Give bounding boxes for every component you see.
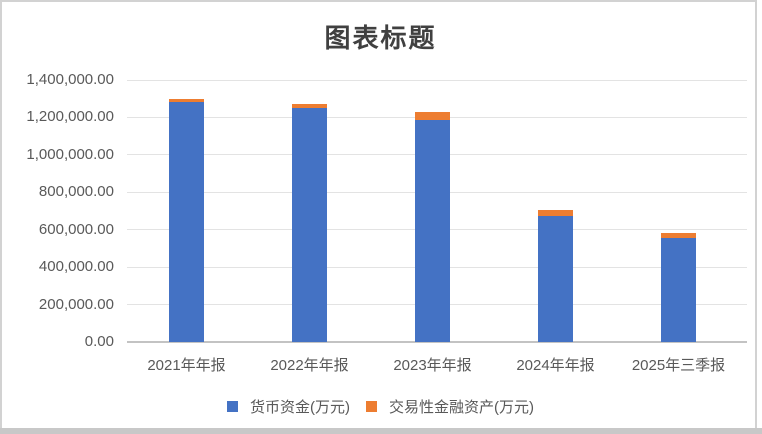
legend-swatch-orange-icon [366, 401, 377, 412]
gridline [127, 79, 747, 81]
bar-segment-series1-2024年年报[interactable] [538, 210, 573, 216]
y-tick-label: 1,000,000.00 [26, 145, 114, 163]
x-tick-label: 2023年年报 [393, 357, 472, 374]
bar-segment-series0-2021年年报[interactable] [169, 102, 204, 342]
bar-segment-series1-2023年年报[interactable] [415, 112, 450, 121]
y-tick-label: 600,000.00 [38, 220, 114, 238]
bar-segment-series0-2022年年报[interactable] [292, 108, 327, 342]
bar-segment-series0-2023年年报[interactable] [415, 120, 450, 342]
legend-item-monetary-funds[interactable]: 货币资金(万元) [227, 396, 350, 417]
bar-segment-series1-2021年年报[interactable] [169, 98, 204, 103]
x-tick-label: 2021年年报 [147, 357, 226, 374]
x-axis-line [127, 341, 747, 343]
y-tick-label: 0.00 [84, 333, 114, 350]
bar-segment-series1-2025年三季报[interactable] [661, 233, 696, 239]
legend-label-trading-financial-assets: 交易性金融资产(万元) [389, 399, 534, 416]
legend-item-trading-financial-assets[interactable]: 交易性金融资产(万元) [366, 396, 534, 417]
bar-segment-series1-2022年年报[interactable] [292, 104, 327, 109]
chart-title: 图表标题 [324, 23, 437, 53]
y-tick-label: 200,000.00 [38, 295, 114, 313]
x-tick-label: 2024年年报 [516, 357, 595, 374]
bottom-scrollbar-edge [0, 428, 762, 434]
y-tick-label: 1,400,000.00 [26, 71, 114, 88]
y-tick-label: 400,000.00 [38, 258, 114, 276]
legend-label-monetary-funds: 货币资金(万元) [250, 399, 350, 416]
x-tick-label: 2022年年报 [270, 357, 349, 374]
x-tick-label: 2025年三季报 [631, 357, 726, 374]
bar-segment-series0-2025年三季报[interactable] [661, 238, 696, 342]
y-tick-label: 1,200,000.00 [26, 108, 114, 126]
legend: 货币资金(万元) 交易性金融资产(万元) [2, 396, 759, 417]
legend-swatch-blue-icon [227, 401, 238, 412]
plot-area [127, 79, 747, 343]
y-tick-label: 800,000.00 [38, 183, 114, 201]
bar-segment-series0-2024年年报[interactable] [538, 215, 573, 342]
